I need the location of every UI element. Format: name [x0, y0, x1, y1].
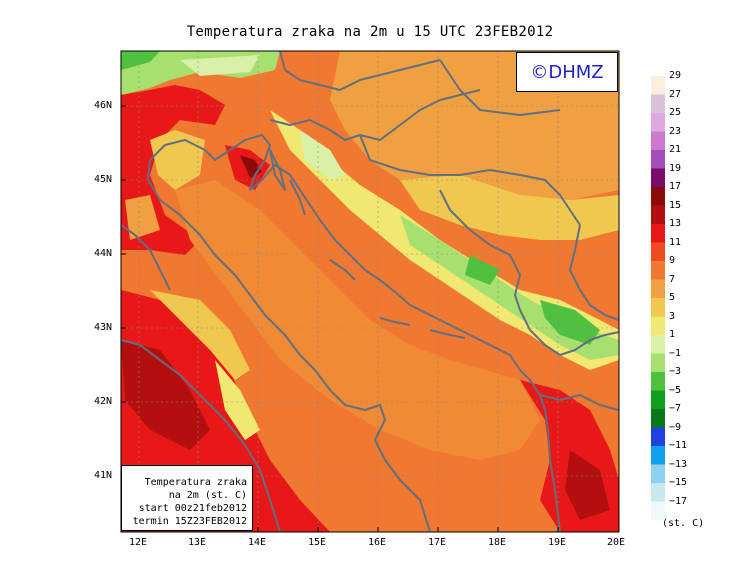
legend-level-label: 21: [669, 144, 682, 155]
lon-label: 20E: [607, 537, 626, 548]
legend-level-label: 17: [669, 181, 682, 192]
legend-level-label: 29: [669, 70, 682, 81]
legend-level-label: 5: [669, 292, 676, 303]
legend-level-label: 9: [669, 255, 676, 266]
legend-level-label: 19: [669, 162, 682, 174]
legend-swatch: [651, 298, 665, 317]
lat-label: 45N: [94, 174, 113, 185]
legend-level-label: −13: [669, 458, 688, 470]
info-line: Temperatura zraka: [144, 477, 247, 488]
legend-swatch: [651, 168, 665, 187]
legend-swatch: [651, 427, 665, 446]
legend-swatch: [651, 242, 665, 261]
legend-swatch: [651, 224, 665, 243]
legend-level-label: 1: [669, 329, 676, 340]
lon-label: 16E: [368, 537, 387, 548]
map-frame: [120, 50, 620, 533]
legend-level-label: −7: [669, 403, 682, 414]
lat-label: 46N: [94, 100, 113, 111]
info-box: Temperatura zraka na 2m (st. C) start 00…: [121, 465, 253, 531]
legend-swatch: [651, 76, 665, 95]
dhmz-logo: ©DHMZ: [516, 52, 618, 92]
legend-swatch: [651, 353, 665, 372]
lon-label: 14E: [248, 537, 267, 548]
borders: [269, 50, 620, 411]
legend-level-label: −3: [669, 366, 682, 377]
legend-level-label: 27: [669, 88, 682, 100]
temp-field-adriatic: [175, 180, 540, 460]
legend-swatch: [651, 464, 665, 483]
legend-level-label: −17: [669, 495, 688, 507]
legend-swatch: [651, 446, 665, 465]
lat-label: 43N: [94, 322, 113, 333]
legend-swatch: [651, 261, 665, 280]
legend-swatch: [651, 335, 665, 354]
lon-label: 18E: [488, 537, 507, 548]
grid-lines: [121, 51, 619, 532]
lon-label: 15E: [308, 537, 327, 548]
lat-label: 41N: [94, 470, 113, 481]
legend-swatch: [651, 131, 665, 150]
legend-swatch: [651, 187, 665, 206]
legend-swatch: [651, 94, 665, 113]
legend-level-label: 13: [669, 218, 682, 229]
legend-swatch: [651, 113, 665, 132]
legend-swatch: [651, 372, 665, 391]
legend-swatch: [651, 150, 665, 169]
lon-label: 19E: [548, 537, 567, 548]
lat-label: 44N: [94, 248, 113, 259]
coastlines: [120, 134, 561, 533]
legend-level-label: −15: [669, 477, 688, 488]
legend-swatch: [651, 409, 665, 428]
legend-colorbar: [651, 76, 665, 520]
lon-label: 12E: [129, 537, 148, 548]
legend-level-label: 15: [669, 199, 682, 211]
legend-swatch: [651, 316, 665, 335]
legend-level-label: 25: [669, 107, 682, 118]
lon-label: 13E: [188, 537, 207, 548]
legend-level-label: 11: [669, 236, 682, 248]
lon-label: 17E: [428, 537, 447, 548]
legend-level-label: 7: [669, 273, 676, 285]
map-title: Temperatura zraka na 2m u 15 UTC 23FEB20…: [186, 24, 554, 40]
legend-level-label: −1: [669, 347, 682, 359]
legend-swatch: [651, 279, 665, 298]
legend-level-label: 23: [669, 125, 682, 137]
info-line: start 00z21feb2012: [138, 503, 247, 514]
legend-level-label: 3: [669, 310, 676, 322]
lat-label: 42N: [94, 396, 113, 407]
legend-unit: (st. C): [662, 518, 705, 529]
legend-level-label: −9: [669, 421, 682, 433]
legend-swatch: [651, 205, 665, 224]
info-line: termin 15Z23FEB2012: [132, 516, 247, 527]
legend-level-label: −5: [669, 384, 682, 396]
legend-swatch: [651, 390, 665, 409]
info-line: na 2m (st. C): [168, 490, 247, 501]
legend-swatch: [651, 501, 665, 520]
legend-level-label: −11: [669, 440, 688, 451]
legend-swatch: [651, 483, 665, 502]
